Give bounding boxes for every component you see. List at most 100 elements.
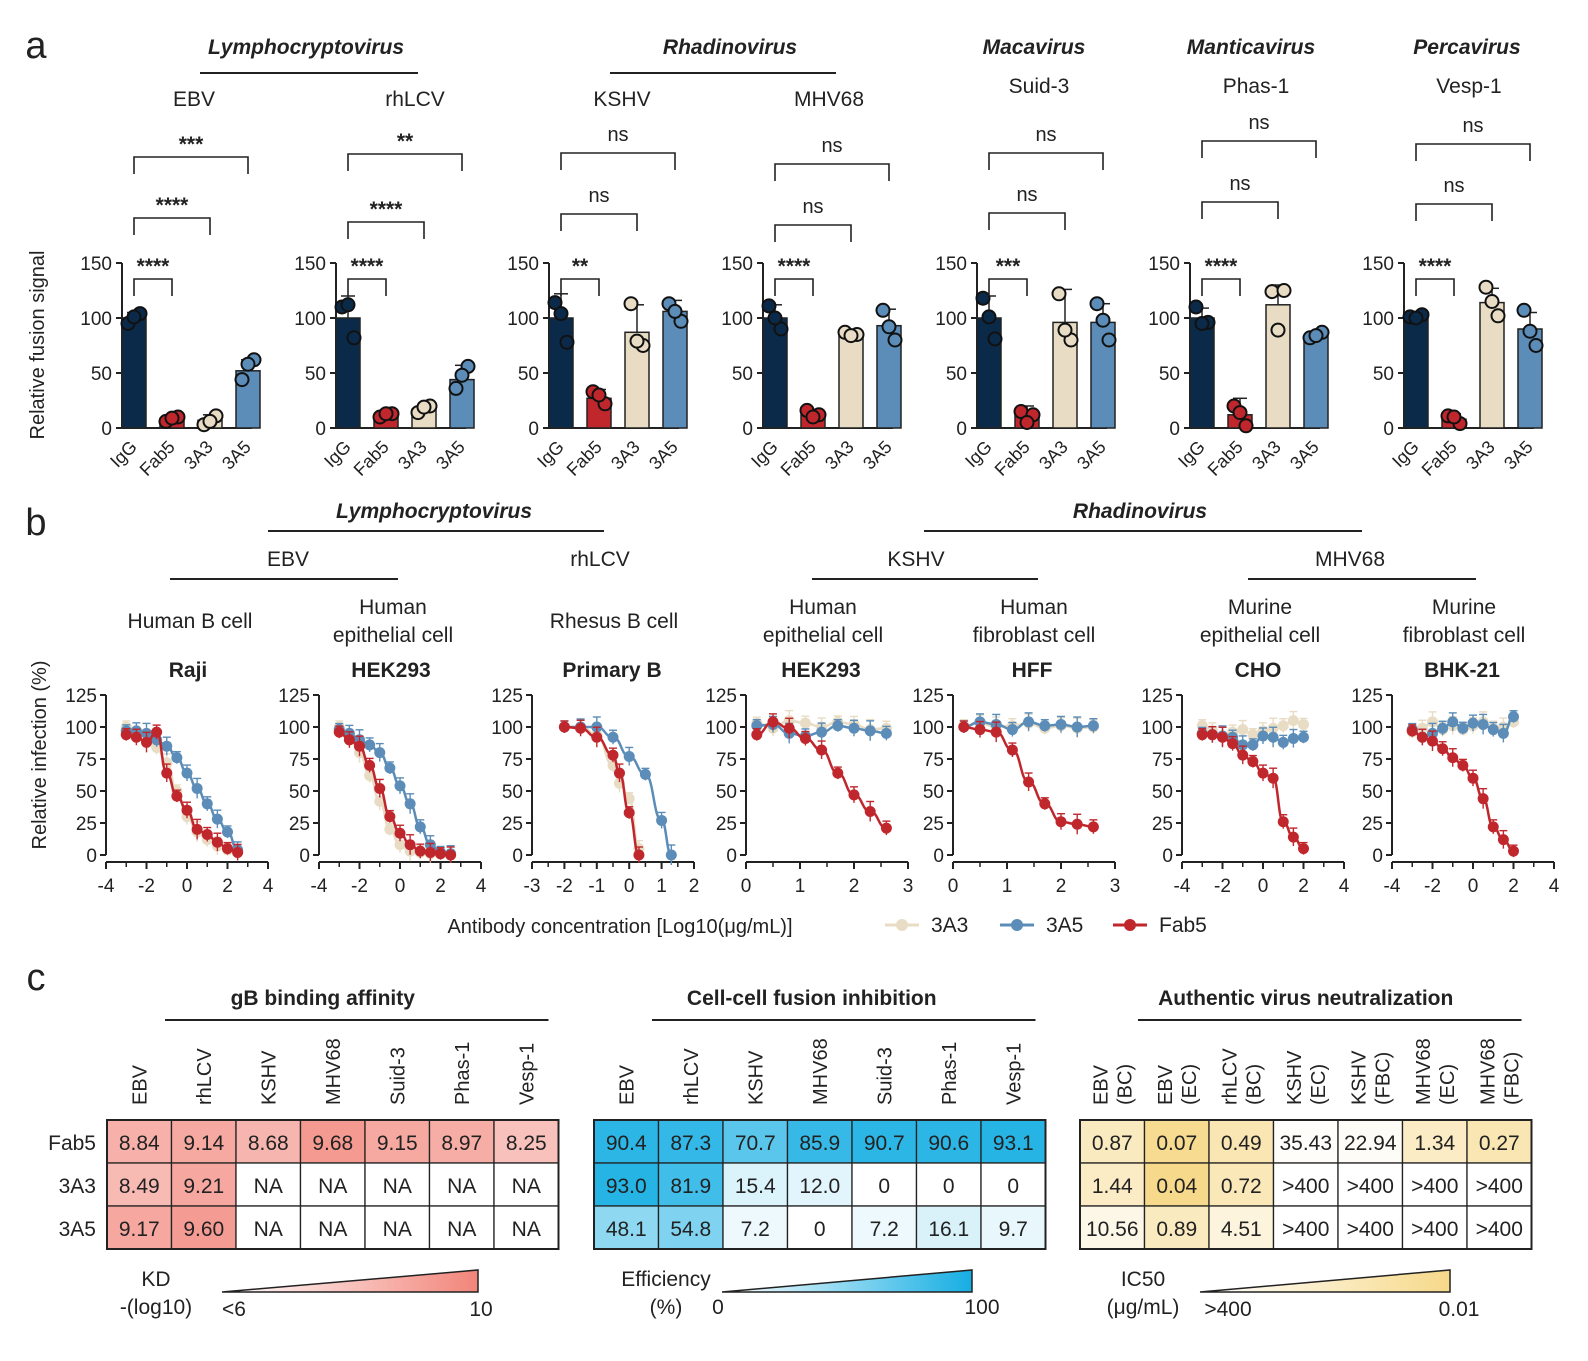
virus-title-kshv-b: KSHV bbox=[887, 548, 944, 571]
cell-type-label: fibroblast cell bbox=[1403, 624, 1526, 647]
data-point-fab5 bbox=[864, 805, 876, 817]
table-border bbox=[593, 1119, 1047, 1250]
y-tick-label: 50 bbox=[1373, 364, 1394, 385]
data-point-fab5 bbox=[1023, 776, 1035, 788]
data-point-3a5 bbox=[1247, 739, 1259, 751]
x-tick-label: 4 bbox=[476, 876, 487, 897]
data-point bbox=[454, 367, 470, 383]
data-point-3a5 bbox=[364, 739, 376, 751]
significance-label: **** bbox=[1205, 255, 1239, 278]
neutralization-subplot-4: Human fibroblast cell HFF 0 25 50 75 100 125 0 1 2 3 bbox=[912, 596, 1120, 897]
genus-title-lymphocryptovirus-b: Lymphocryptovirus bbox=[336, 500, 532, 523]
y-tick-label: 100 bbox=[705, 718, 737, 739]
data-point-fab5 bbox=[435, 848, 446, 860]
data-point-3a5 bbox=[1467, 717, 1479, 729]
x-tick-label: 1 bbox=[795, 876, 806, 897]
data-point-fab5 bbox=[958, 721, 970, 733]
significance-bracket bbox=[774, 163, 890, 181]
cell-type-label: epithelial cell bbox=[333, 624, 453, 647]
y-tick-label: 75 bbox=[289, 750, 310, 771]
x-tick-label: 3A3 bbox=[394, 437, 431, 474]
data-point-fab5 bbox=[1055, 816, 1067, 828]
cell-value: NA bbox=[318, 1175, 347, 1198]
data-point-3a3 bbox=[1287, 715, 1299, 727]
significance-label: ns bbox=[1248, 112, 1269, 134]
data-point bbox=[591, 387, 607, 403]
data-point-fab5 bbox=[1497, 834, 1509, 846]
bar-3a5 bbox=[662, 310, 688, 429]
cell-value: NA bbox=[447, 1218, 476, 1241]
y-tick-label: 100 bbox=[935, 309, 967, 330]
significance-label: ns bbox=[1443, 175, 1464, 197]
cell-value: 93.0 bbox=[606, 1175, 647, 1198]
cell-value: 7.2 bbox=[741, 1218, 770, 1241]
y-tick-label: 125 bbox=[1141, 686, 1173, 707]
genus-title-rhadinovirus: Rhadinovirus bbox=[663, 36, 797, 59]
data-point bbox=[761, 298, 777, 314]
data-point-3a5 bbox=[1298, 731, 1309, 743]
data-point-fab5 bbox=[211, 836, 223, 848]
data-point-3a5 bbox=[404, 798, 416, 810]
y-tick-label: 50 bbox=[518, 364, 539, 385]
data-point-3a5 bbox=[1055, 718, 1067, 730]
data-point bbox=[1232, 405, 1248, 421]
x-tick-label: -4 bbox=[98, 876, 115, 897]
row-label-3a3: 3A3 bbox=[59, 1175, 96, 1198]
y-tick-label: 0 bbox=[1162, 846, 1173, 867]
heatmap-cell bbox=[364, 1205, 431, 1250]
cell-value: 0.72 bbox=[1221, 1175, 1262, 1198]
genus-title-rhadinovirus-b: Rhadinovirus bbox=[1073, 500, 1207, 523]
neutralization-subplot-3: Human epithelial cell HEK293 0 25 50 75 100 125 0… bbox=[705, 596, 913, 897]
data-point-fab5 bbox=[394, 827, 406, 839]
cell-value: 1.34 bbox=[1414, 1132, 1455, 1155]
significance-bracket bbox=[347, 221, 425, 239]
data-point-3a3 bbox=[374, 795, 386, 807]
data-point-fab5 bbox=[990, 726, 1002, 738]
significance-bracket bbox=[560, 278, 600, 296]
data-point-fab5 bbox=[607, 749, 619, 761]
y-tick-label: 125 bbox=[278, 686, 310, 707]
x-tick-label: 2 bbox=[689, 876, 700, 897]
x-tick-label: 4 bbox=[263, 876, 274, 897]
data-point bbox=[416, 399, 432, 415]
bar-igg bbox=[548, 317, 574, 429]
significance-label: ns bbox=[1462, 115, 1483, 137]
data-point-fab5 bbox=[232, 846, 244, 858]
cell-value: 7.2 bbox=[870, 1218, 899, 1241]
y-tick-label: 125 bbox=[65, 686, 97, 707]
data-point bbox=[887, 332, 903, 348]
heatmap-cell bbox=[980, 1162, 1047, 1207]
data-point bbox=[1264, 284, 1280, 300]
data-point-3a5 bbox=[414, 821, 426, 833]
data-point-fab5 bbox=[799, 733, 811, 745]
y-tick-label: 0 bbox=[101, 419, 112, 440]
y-tick-label: 100 bbox=[721, 309, 753, 330]
column-header: (FBC) bbox=[1501, 1052, 1523, 1105]
data-point bbox=[234, 372, 250, 388]
bar-3a3 bbox=[838, 333, 864, 429]
legend-item-3a3: 3A3 bbox=[885, 914, 968, 937]
x-tick-label: 3A5 bbox=[645, 437, 682, 474]
y-tick-label: 75 bbox=[1152, 750, 1173, 771]
cell-value: 4.51 bbox=[1221, 1218, 1262, 1241]
y-tick-label: 50 bbox=[1152, 782, 1173, 803]
data-point-fab5 bbox=[1196, 729, 1208, 741]
data-point bbox=[448, 380, 464, 396]
x-tick-label: 3A5 bbox=[1073, 437, 1110, 474]
y-tick-label: 150 bbox=[721, 254, 753, 275]
cell-value: >400 bbox=[1282, 1218, 1329, 1241]
curve-3a3 bbox=[564, 725, 641, 850]
data-point-fab5 bbox=[767, 716, 779, 728]
genus-title-manticavirus: Manticavirus bbox=[1187, 36, 1315, 59]
data-point-fab5 bbox=[558, 721, 570, 733]
column-header: rhLCV bbox=[194, 1048, 216, 1105]
x-tick-label: 2 bbox=[849, 876, 860, 897]
data-point-fab5 bbox=[575, 722, 587, 734]
cell-value: 0 bbox=[878, 1175, 890, 1198]
y-tick-label: 25 bbox=[76, 814, 97, 835]
x-tick-label: -2 bbox=[1424, 876, 1441, 897]
cell-type-label: Murine bbox=[1228, 596, 1292, 619]
significance-label: ns bbox=[1035, 124, 1056, 146]
y-tick-label: 100 bbox=[507, 309, 539, 330]
